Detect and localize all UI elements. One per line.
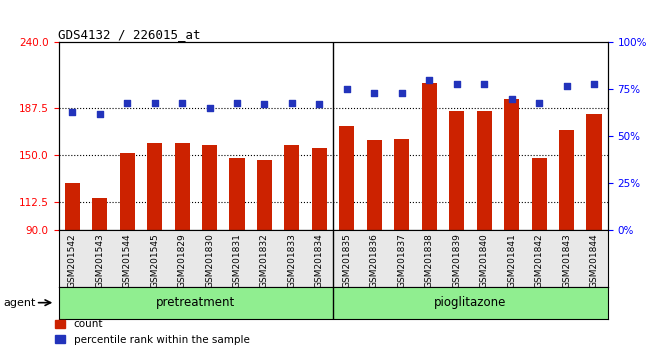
Bar bbox=[422, 82, 437, 230]
Text: GSM201833: GSM201833 bbox=[287, 233, 296, 288]
Bar bbox=[504, 99, 519, 230]
Text: GSM201832: GSM201832 bbox=[260, 233, 269, 288]
Bar bbox=[175, 143, 190, 230]
Point bbox=[506, 96, 517, 102]
Point bbox=[396, 90, 407, 96]
Point bbox=[314, 102, 324, 107]
Bar bbox=[92, 198, 107, 230]
Point bbox=[424, 77, 434, 83]
Bar bbox=[285, 145, 300, 230]
Bar bbox=[312, 148, 327, 230]
Point bbox=[204, 105, 214, 111]
Text: GSM201831: GSM201831 bbox=[233, 233, 242, 288]
Point bbox=[259, 102, 270, 107]
Text: GSM201829: GSM201829 bbox=[177, 233, 187, 288]
Text: GSM201839: GSM201839 bbox=[452, 233, 462, 288]
Point bbox=[479, 81, 489, 87]
Text: GSM201844: GSM201844 bbox=[590, 233, 599, 287]
Text: GSM201834: GSM201834 bbox=[315, 233, 324, 288]
Point bbox=[562, 83, 572, 88]
Text: pioglitazone: pioglitazone bbox=[434, 296, 506, 309]
Point bbox=[534, 100, 544, 105]
Text: GSM201836: GSM201836 bbox=[370, 233, 379, 288]
Point bbox=[94, 111, 105, 116]
Text: GSM201545: GSM201545 bbox=[150, 233, 159, 288]
Legend: count, percentile rank within the sample: count, percentile rank within the sample bbox=[51, 315, 254, 349]
Bar bbox=[367, 140, 382, 230]
Bar bbox=[202, 145, 217, 230]
Point bbox=[67, 109, 77, 115]
Text: agent: agent bbox=[3, 298, 36, 308]
Text: GSM201840: GSM201840 bbox=[480, 233, 489, 288]
Text: GSM201842: GSM201842 bbox=[534, 233, 543, 287]
Point bbox=[177, 100, 187, 105]
Bar bbox=[120, 153, 135, 230]
Point bbox=[150, 100, 160, 105]
Text: GSM201542: GSM201542 bbox=[68, 233, 77, 287]
Text: GSM201838: GSM201838 bbox=[424, 233, 434, 288]
Bar bbox=[257, 160, 272, 230]
Text: GDS4132 / 226015_at: GDS4132 / 226015_at bbox=[58, 28, 201, 41]
Point bbox=[589, 81, 599, 87]
Text: GSM201543: GSM201543 bbox=[95, 233, 104, 288]
Bar bbox=[147, 143, 162, 230]
Bar bbox=[339, 126, 354, 230]
Bar bbox=[229, 158, 244, 230]
Text: GSM201835: GSM201835 bbox=[343, 233, 352, 288]
Text: GSM201843: GSM201843 bbox=[562, 233, 571, 288]
Text: GSM201837: GSM201837 bbox=[397, 233, 406, 288]
Point bbox=[452, 81, 462, 87]
Bar bbox=[586, 114, 601, 230]
Point bbox=[369, 90, 380, 96]
Point bbox=[287, 100, 297, 105]
Point bbox=[122, 100, 133, 105]
Bar bbox=[449, 111, 464, 230]
Point bbox=[232, 100, 242, 105]
Bar bbox=[532, 158, 547, 230]
Text: GSM201830: GSM201830 bbox=[205, 233, 214, 288]
Bar bbox=[476, 111, 491, 230]
Bar bbox=[58, 287, 333, 319]
Text: GSM201544: GSM201544 bbox=[123, 233, 132, 287]
Text: pretreatment: pretreatment bbox=[156, 296, 235, 309]
Bar bbox=[559, 130, 574, 230]
Bar bbox=[395, 139, 410, 230]
Bar bbox=[333, 287, 608, 319]
Text: GSM201841: GSM201841 bbox=[507, 233, 516, 288]
Bar bbox=[65, 183, 80, 230]
Point bbox=[342, 86, 352, 92]
